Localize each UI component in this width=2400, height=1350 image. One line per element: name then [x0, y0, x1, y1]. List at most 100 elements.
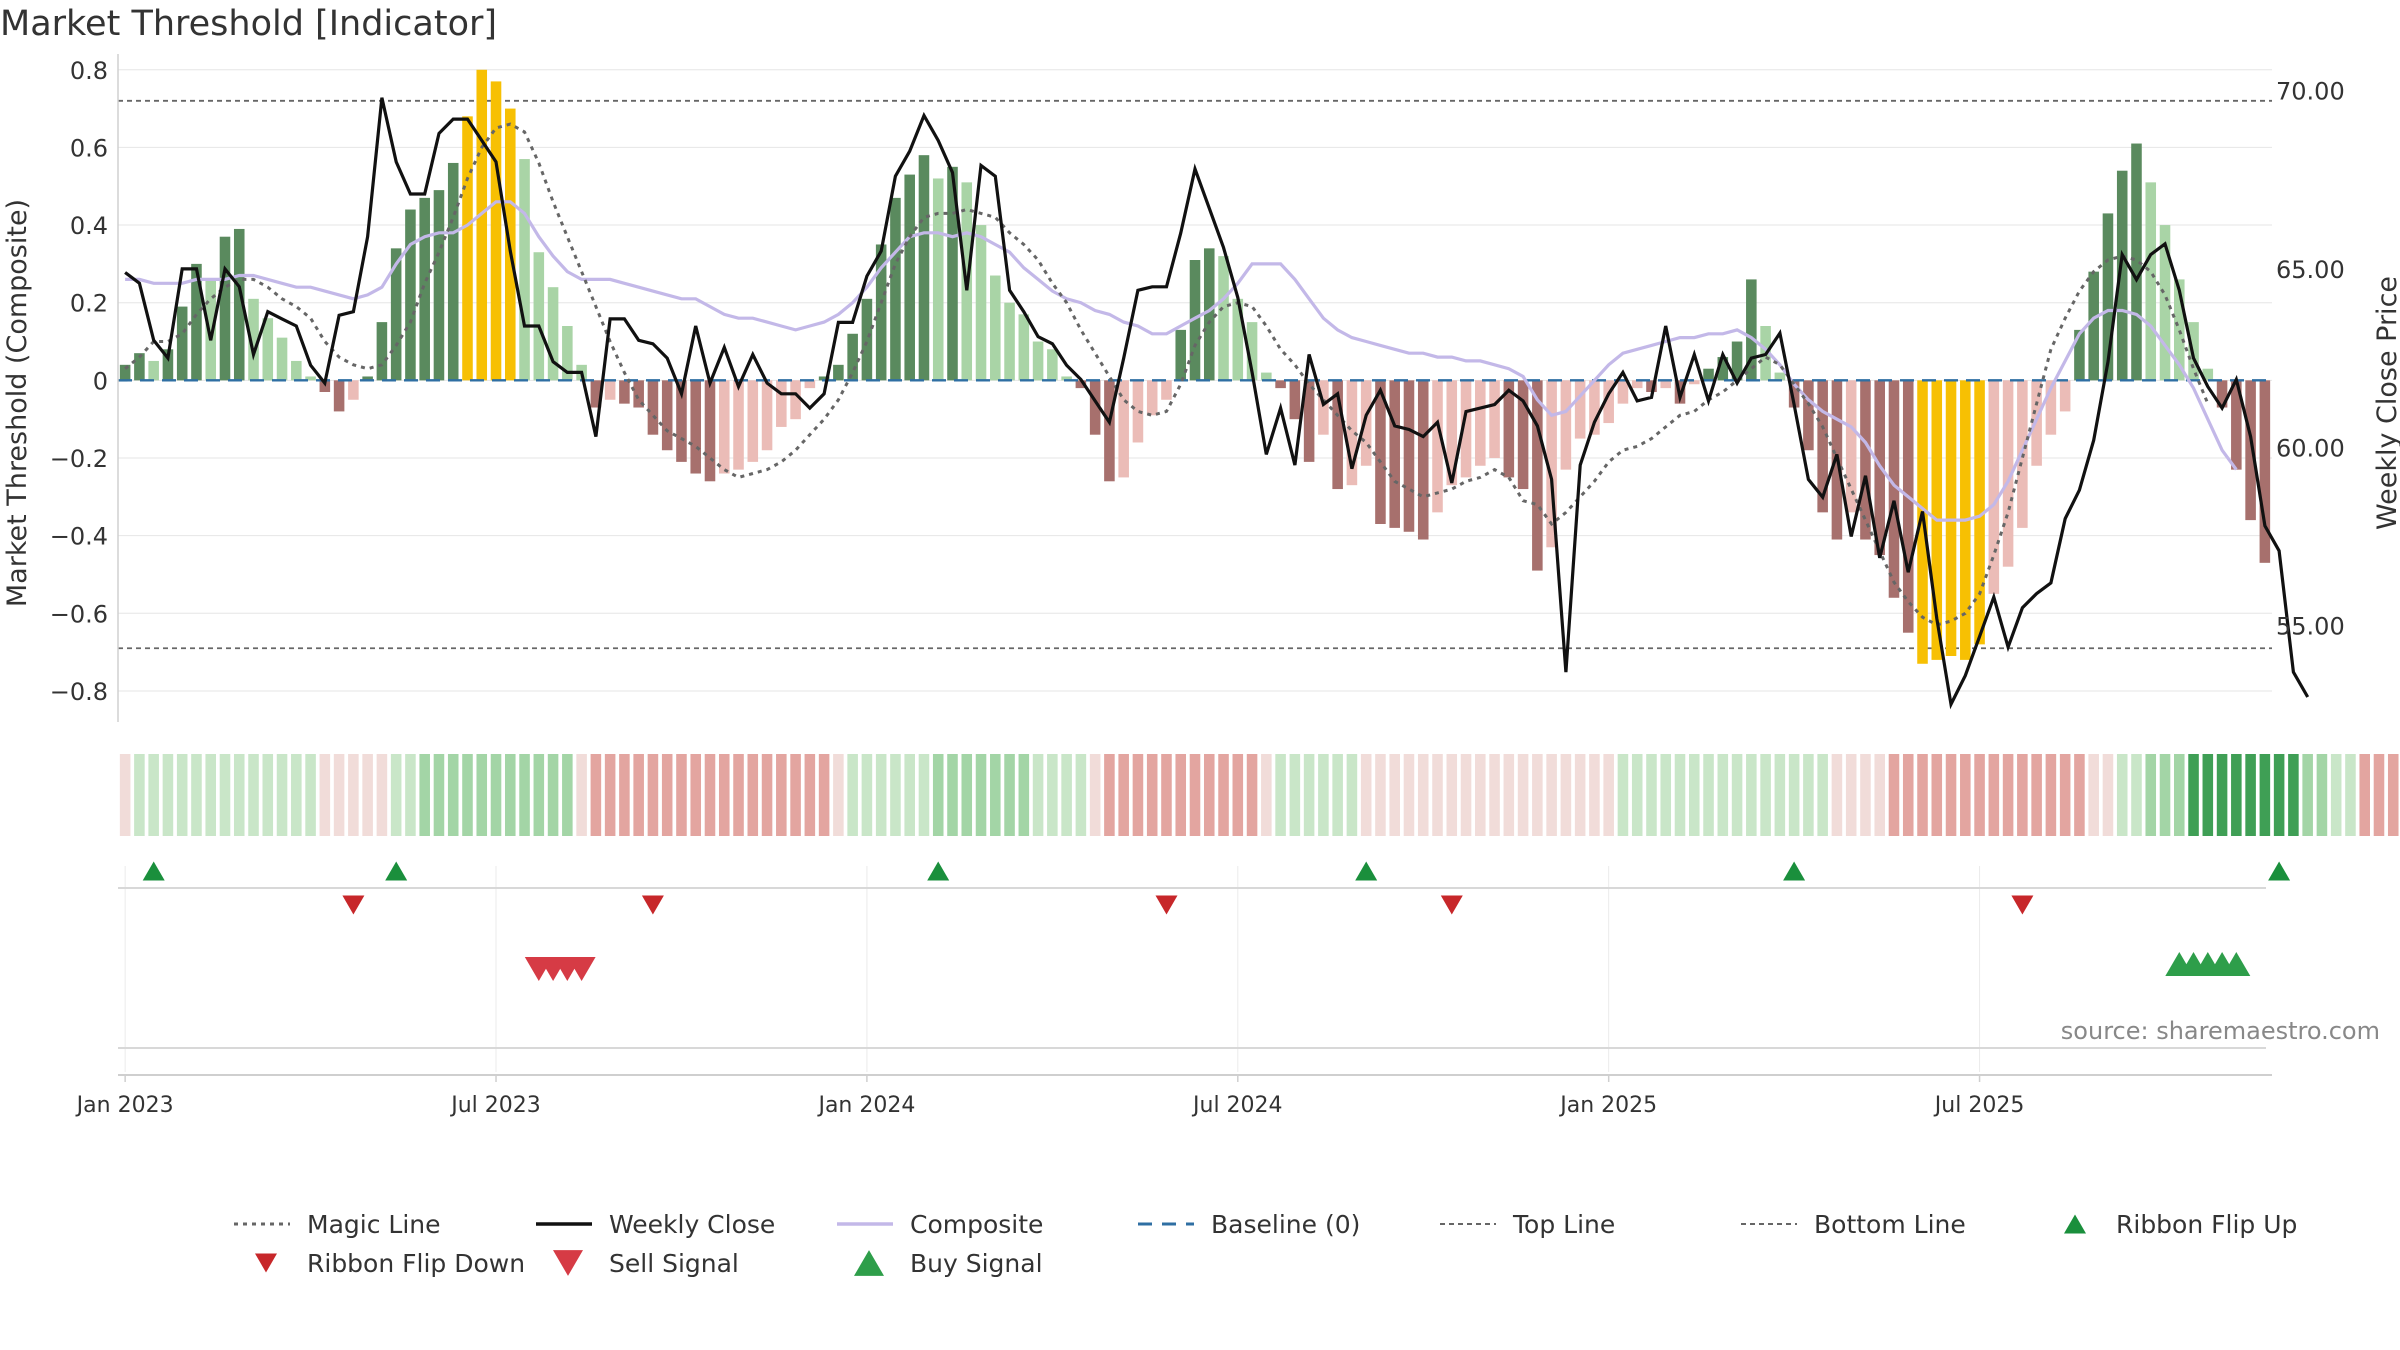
legend-item-magic: Magic Line: [234, 1210, 441, 1239]
composite-bar: [1631, 380, 1643, 389]
composite-bar: [1118, 380, 1129, 478]
ribbon-segment: [276, 754, 288, 836]
composite-bar: [1731, 341, 1743, 381]
ribbon-flip-up-marker: [1355, 861, 1378, 881]
ribbon-segment: [519, 754, 530, 836]
ribbon-segment: [1432, 754, 1443, 836]
composite-bar: [419, 197, 430, 381]
composite-bar: [804, 380, 816, 389]
composite-bar: [2045, 380, 2057, 435]
composite-bar: [1902, 380, 1914, 633]
composite-bar: [1104, 380, 1115, 482]
ribbon-segment: [2131, 754, 2142, 836]
ribbon-segment: [847, 754, 858, 836]
ribbon-segment: [1375, 754, 1386, 836]
y-left-tick-label: −0.6: [50, 600, 108, 628]
composite-bar: [747, 380, 759, 462]
ribbon-segment: [1189, 754, 1201, 836]
composite-bar: [661, 380, 673, 451]
composite-bar: [176, 306, 188, 381]
composite-bar: [619, 380, 630, 404]
composite-bar: [291, 360, 302, 381]
ribbon-segment: [191, 754, 202, 836]
composite-bar: [1888, 380, 1900, 598]
ribbon-segment: [1974, 754, 1985, 836]
ribbon-segment: [362, 754, 373, 836]
composite-bar: [333, 380, 345, 412]
composite-bar: [932, 178, 944, 381]
y-left-tick-label: −0.4: [50, 523, 108, 551]
ribbon-segment: [1646, 754, 1657, 836]
composite-bar: [305, 376, 316, 381]
legend-item-bottom: Bottom Line: [1741, 1210, 1966, 1239]
composite-bar: [1817, 380, 1828, 513]
composite-bar: [1375, 380, 1386, 524]
ribbon-segment: [2102, 754, 2114, 836]
ribbon-segment: [205, 754, 216, 836]
composite-bar: [990, 275, 1001, 381]
ribbon-segment: [1475, 754, 1486, 836]
ribbon-segment: [1888, 754, 1900, 836]
ribbon-segment: [1660, 754, 1672, 836]
composite-bar: [348, 380, 359, 400]
ribbon-segment: [533, 754, 545, 836]
ribbon-segment: [776, 754, 787, 836]
ribbon-segment: [1261, 754, 1272, 836]
composite-bar: [733, 380, 744, 470]
composite-bar: [704, 380, 716, 482]
legend-item-top: Top Line: [1440, 1210, 1615, 1239]
composite-bar: [1232, 298, 1244, 381]
ribbon-segment: [661, 754, 673, 836]
ribbon-segment: [1146, 754, 1158, 836]
legend-swatch: [553, 1250, 583, 1276]
legend-label: Ribbon Flip Up: [2116, 1210, 2297, 1239]
x-tick-label: Jan 2024: [816, 1093, 915, 1118]
composite-bar: [1546, 380, 1557, 548]
ribbon-segment: [248, 754, 259, 836]
composite-bar: [1845, 380, 1857, 513]
ribbon-segment: [961, 754, 973, 836]
composite-bar: [1574, 380, 1586, 439]
composite-bar: [1788, 380, 1800, 408]
composite-bar: [1489, 380, 1500, 458]
composite-bar: [1417, 380, 1429, 540]
composite-bar: [1047, 349, 1058, 381]
y-left-tick-label: 0.2: [70, 290, 108, 318]
composite-bar: [1246, 322, 1258, 381]
composite-bar: [1945, 380, 1957, 656]
ribbon-segment: [2002, 754, 2014, 836]
legend-item-flip_down: Ribbon Flip Down: [255, 1249, 525, 1278]
composite-bar: [1075, 380, 1087, 389]
composite-bar: [1403, 380, 1415, 532]
ribbon-segment: [1004, 754, 1015, 836]
composite-bar: [890, 197, 901, 381]
ribbon-segment: [2145, 754, 2157, 836]
composite-bar: [1589, 380, 1600, 435]
ribbon-segment: [291, 754, 302, 836]
composite-bar: [248, 298, 259, 381]
ribbon-segment: [676, 754, 687, 836]
legend-item-buy: Buy Signal: [854, 1249, 1043, 1278]
composite-bar: [1318, 380, 1329, 435]
ribbon-segment: [1218, 754, 1229, 836]
composite-bar: [833, 364, 844, 381]
composite-line: [125, 200, 2238, 522]
composite-bar: [562, 326, 573, 381]
composite-bar: [847, 333, 858, 381]
composite-bar: [1389, 380, 1400, 528]
ribbon-segment: [1275, 754, 1286, 836]
composite-bar: [476, 69, 488, 381]
composite-bar: [1061, 376, 1072, 381]
ribbon-segment: [1803, 754, 1814, 836]
composite-bar: [1132, 380, 1144, 443]
ribbon-segment: [562, 754, 573, 836]
composite-bar: [2145, 182, 2157, 381]
ribbon-segment: [718, 754, 730, 836]
y-right-label: Weekly Close Price: [2372, 276, 2400, 530]
legend-item-baseline: Baseline (0): [1138, 1210, 1360, 1239]
ribbon-segment: [2387, 754, 2399, 836]
composite-bar: [2245, 380, 2256, 521]
composite-bar: [390, 248, 402, 381]
x-axis: Jan 2023 Jul 2023 Jan 2024 Jul 2024 Jan 2025…: [75, 1075, 2024, 1118]
composite-bar: [1774, 372, 1786, 381]
